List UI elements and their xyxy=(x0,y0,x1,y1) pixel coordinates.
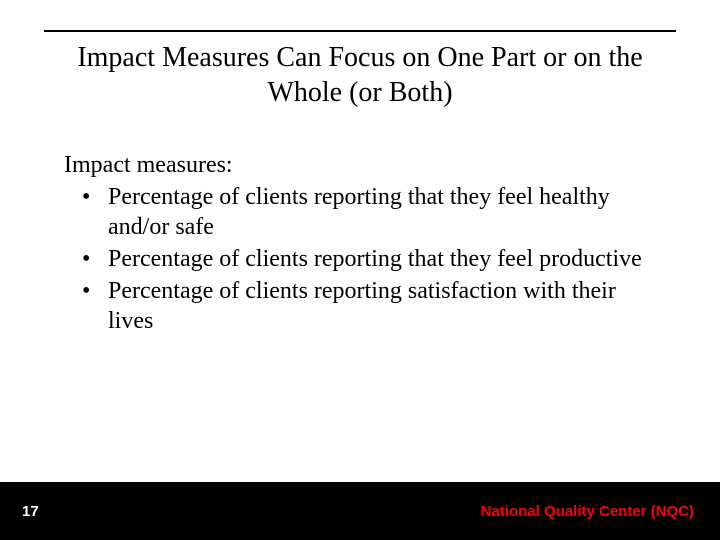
bullet-list: Percentage of clients reporting that the… xyxy=(64,182,656,336)
slide-body: Impact measures: Percentage of clients r… xyxy=(64,150,656,338)
list-item: Percentage of clients reporting that the… xyxy=(64,182,656,242)
list-item: Percentage of clients reporting satisfac… xyxy=(64,276,656,336)
page-number: 17 xyxy=(22,503,39,520)
list-item: Percentage of clients reporting that the… xyxy=(64,244,656,274)
slide: Impact Measures Can Focus on One Part or… xyxy=(0,0,720,540)
intro-text: Impact measures: xyxy=(64,150,656,180)
slide-title: Impact Measures Can Focus on One Part or… xyxy=(60,40,660,110)
org-name: National Quality Center (NQC) xyxy=(481,503,694,520)
footer-bar: 17 National Quality Center (NQC) xyxy=(0,482,720,540)
horizontal-rule xyxy=(44,30,676,32)
